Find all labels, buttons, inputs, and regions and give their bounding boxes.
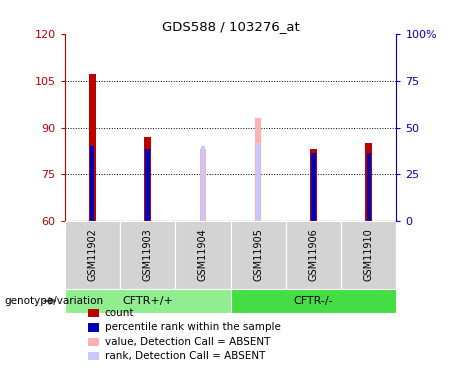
Text: CFTR-/-: CFTR-/- [294,296,333,306]
Text: percentile rank within the sample: percentile rank within the sample [105,322,281,332]
Bar [144,137,151,221]
Text: value, Detection Call = ABSENT: value, Detection Call = ABSENT [105,337,270,346]
Text: CFTR+/+: CFTR+/+ [122,296,173,306]
Bar [286,221,341,289]
Bar [89,74,95,221]
Bar [65,221,120,289]
Text: genotype/variation: genotype/variation [5,296,104,306]
Title: GDS588 / 103276_at: GDS588 / 103276_at [162,20,299,33]
Bar [256,143,260,221]
Bar [366,153,371,221]
Text: GSM11906: GSM11906 [308,229,319,281]
Text: count: count [105,308,134,318]
Bar [175,221,230,289]
Bar [200,149,206,221]
Bar [310,149,317,221]
Bar [255,118,261,221]
Text: GSM11910: GSM11910 [364,229,374,281]
Bar [120,221,175,289]
Text: GSM11902: GSM11902 [87,228,97,281]
Bar [341,221,396,289]
Bar [201,146,205,221]
Bar [311,153,316,221]
Bar [366,143,372,221]
Bar [65,289,230,313]
Text: GSM11904: GSM11904 [198,229,208,281]
Bar [230,221,286,289]
Text: GSM11905: GSM11905 [253,228,263,281]
Text: GSM11903: GSM11903 [142,229,153,281]
Bar [230,289,396,313]
Bar [90,146,95,221]
Bar [145,149,150,221]
Text: rank, Detection Call = ABSENT: rank, Detection Call = ABSENT [105,351,265,361]
